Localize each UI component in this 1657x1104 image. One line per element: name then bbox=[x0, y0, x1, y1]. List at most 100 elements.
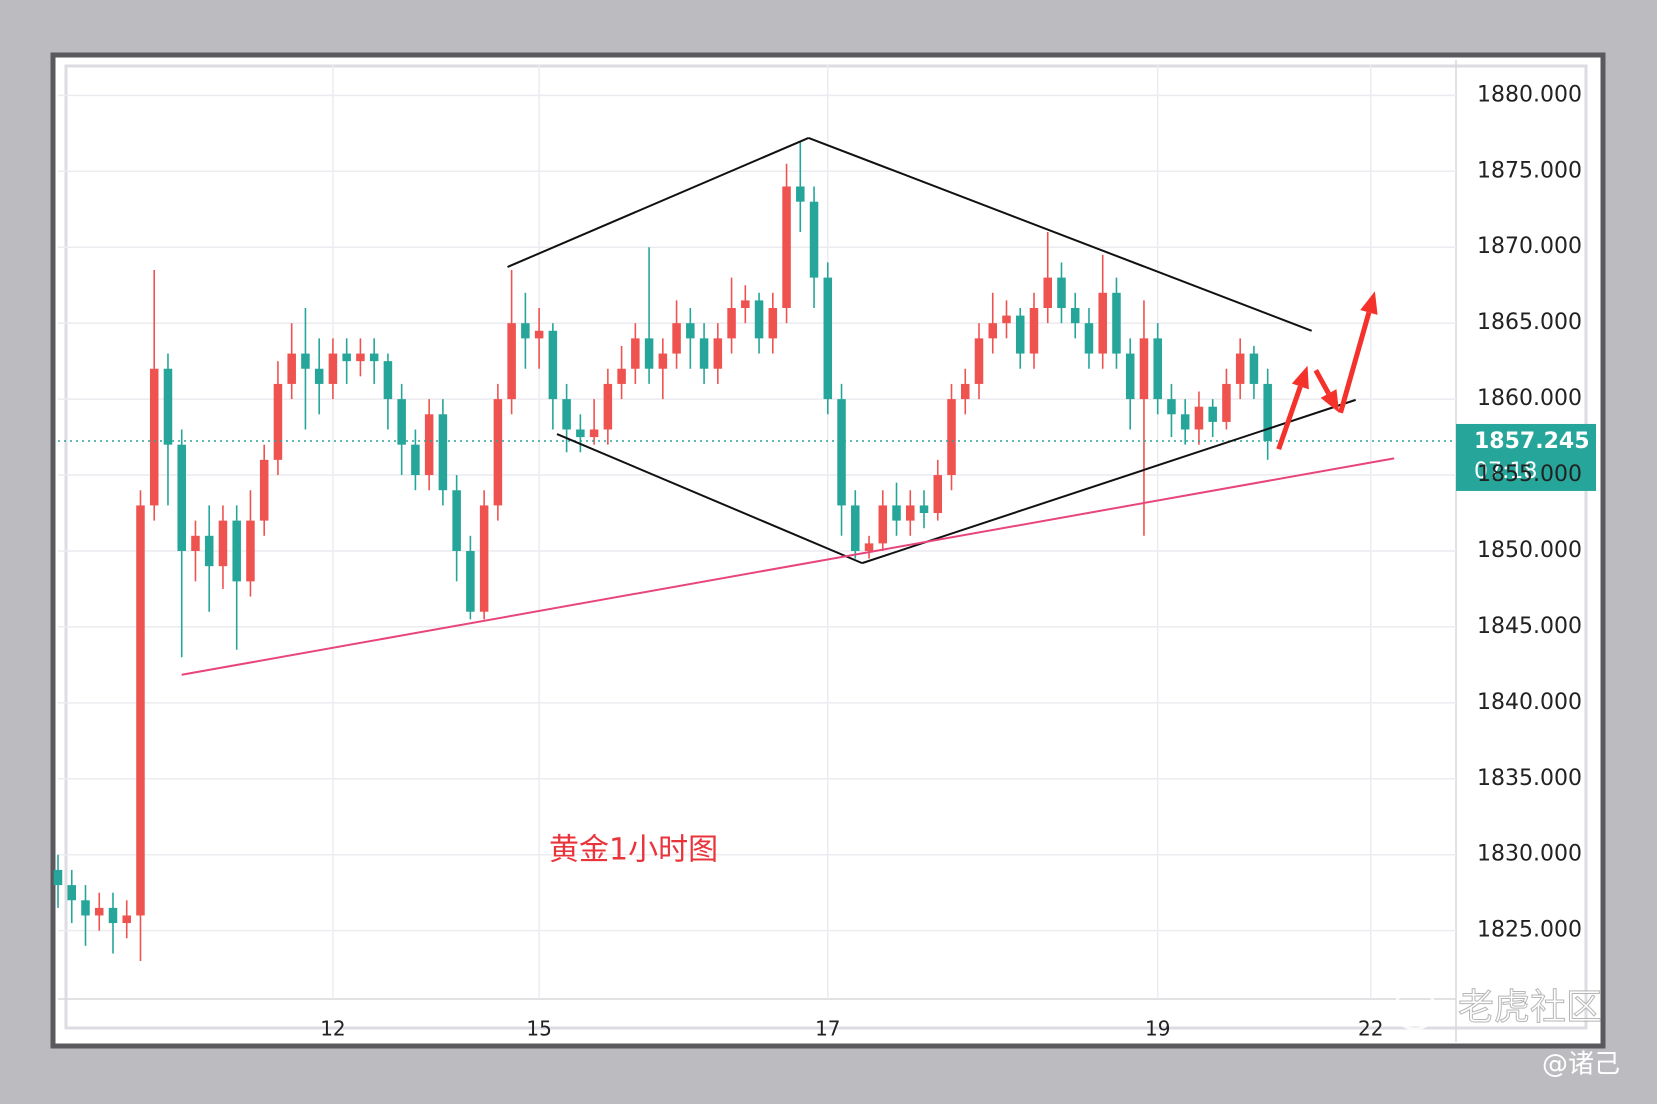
watermark-group: 老虎社区 bbox=[1393, 987, 1603, 1031]
candle-body bbox=[768, 307, 778, 339]
candle-body bbox=[1194, 406, 1204, 430]
candle-body bbox=[727, 307, 736, 339]
candle-body bbox=[1263, 383, 1272, 441]
candle-body bbox=[314, 368, 324, 384]
candle-body bbox=[974, 338, 984, 384]
x-tick-label: 17 bbox=[815, 1017, 840, 1041]
candle-body bbox=[163, 368, 173, 445]
y-tick-label: 1830.000 bbox=[1477, 842, 1582, 867]
candle-body bbox=[259, 459, 269, 521]
candle-body bbox=[53, 869, 63, 886]
countdown-label: 07:18 bbox=[1474, 459, 1537, 484]
trendline bbox=[861, 398, 1356, 565]
arrow-head bbox=[1291, 365, 1309, 390]
candle-body bbox=[919, 505, 929, 514]
trendline bbox=[507, 136, 809, 268]
candle-body bbox=[754, 300, 764, 339]
candle-body bbox=[631, 338, 640, 369]
trendline bbox=[808, 136, 1313, 332]
candle-body bbox=[466, 550, 475, 612]
candle-body bbox=[452, 490, 461, 551]
candle-body bbox=[177, 444, 186, 551]
candle-body bbox=[644, 338, 654, 369]
candle-body bbox=[273, 383, 283, 460]
candle-body bbox=[1222, 383, 1231, 422]
candle-body bbox=[534, 330, 544, 339]
last-price-box bbox=[1456, 423, 1596, 491]
candle-body bbox=[81, 900, 90, 916]
candle-body bbox=[1015, 315, 1025, 354]
candle-body bbox=[411, 444, 420, 476]
candle-body bbox=[191, 535, 200, 551]
overlay: 1857.245 07:18 bbox=[58, 136, 1596, 676]
candle-body bbox=[576, 429, 585, 438]
candle-body bbox=[218, 520, 228, 567]
candle-body bbox=[1208, 406, 1217, 422]
candle-body bbox=[108, 907, 118, 924]
x-tick-label: 15 bbox=[526, 1017, 551, 1041]
trendline bbox=[181, 457, 1395, 676]
candle-body bbox=[988, 323, 998, 339]
arrow-head bbox=[1320, 389, 1340, 413]
candle-body bbox=[1180, 414, 1190, 430]
candle-body bbox=[1153, 338, 1162, 400]
candle-body bbox=[232, 520, 241, 582]
inner-frame bbox=[64, 64, 1588, 1030]
candle-body bbox=[823, 277, 833, 400]
candle-body bbox=[301, 353, 310, 369]
candle-body bbox=[562, 399, 571, 430]
candle-body bbox=[658, 353, 668, 369]
candle-body bbox=[603, 383, 613, 430]
y-tick-label: 1835.000 bbox=[1477, 766, 1582, 791]
y-tick-label: 1860.000 bbox=[1477, 386, 1582, 411]
y-tick-label: 1855.000 bbox=[1477, 462, 1582, 487]
arrow-shaft bbox=[1276, 385, 1303, 451]
candle-body bbox=[589, 429, 599, 438]
candle-body bbox=[287, 353, 296, 384]
candle-body bbox=[782, 186, 791, 308]
x-tick-label: 12 bbox=[320, 1017, 345, 1041]
candle-body bbox=[1070, 307, 1080, 324]
candle-body bbox=[438, 414, 448, 491]
y-tick-label: 1880.000 bbox=[1477, 82, 1582, 107]
y-tick-label: 1850.000 bbox=[1477, 538, 1582, 563]
candle-body bbox=[397, 399, 406, 445]
y-tick-label: 1825.000 bbox=[1477, 918, 1582, 943]
candle-body bbox=[424, 414, 434, 476]
candle-body bbox=[149, 368, 159, 506]
watermark-logo bbox=[1393, 987, 1437, 1031]
candle-body bbox=[136, 505, 145, 916]
y-tick-label: 1870.000 bbox=[1477, 234, 1582, 259]
candle-body bbox=[906, 505, 915, 521]
candle-body bbox=[892, 505, 901, 521]
watermark: 老虎社区 bbox=[1458, 987, 1602, 1028]
candle-body bbox=[1084, 323, 1094, 354]
candle-body bbox=[122, 915, 131, 924]
last-price-label: 1857.245 bbox=[1474, 429, 1590, 454]
candle-body bbox=[1139, 338, 1149, 400]
candle-body bbox=[1043, 277, 1052, 308]
candle-body bbox=[796, 186, 805, 202]
candle-body bbox=[94, 907, 104, 916]
candle-body bbox=[713, 338, 723, 369]
candle-body bbox=[741, 300, 750, 308]
candle-body bbox=[878, 505, 888, 544]
arrow-shaft bbox=[1313, 369, 1331, 395]
candle-body bbox=[686, 323, 695, 339]
candle-body bbox=[1112, 292, 1121, 354]
candle-body bbox=[67, 885, 77, 901]
candle-body bbox=[933, 475, 943, 514]
candle-body bbox=[1098, 292, 1107, 354]
candle-body bbox=[809, 201, 819, 278]
candle-body bbox=[356, 353, 365, 362]
candle-body bbox=[342, 353, 351, 362]
candle-body bbox=[383, 361, 393, 400]
candle-body bbox=[1029, 307, 1039, 354]
author: @诸己 bbox=[1542, 1050, 1620, 1080]
candle-body bbox=[328, 353, 338, 384]
chart-annotation: 黄金1小时图 bbox=[549, 833, 718, 868]
candle-body bbox=[672, 323, 681, 354]
candle-body bbox=[479, 505, 489, 612]
y-tick-label: 1865.000 bbox=[1477, 310, 1582, 335]
